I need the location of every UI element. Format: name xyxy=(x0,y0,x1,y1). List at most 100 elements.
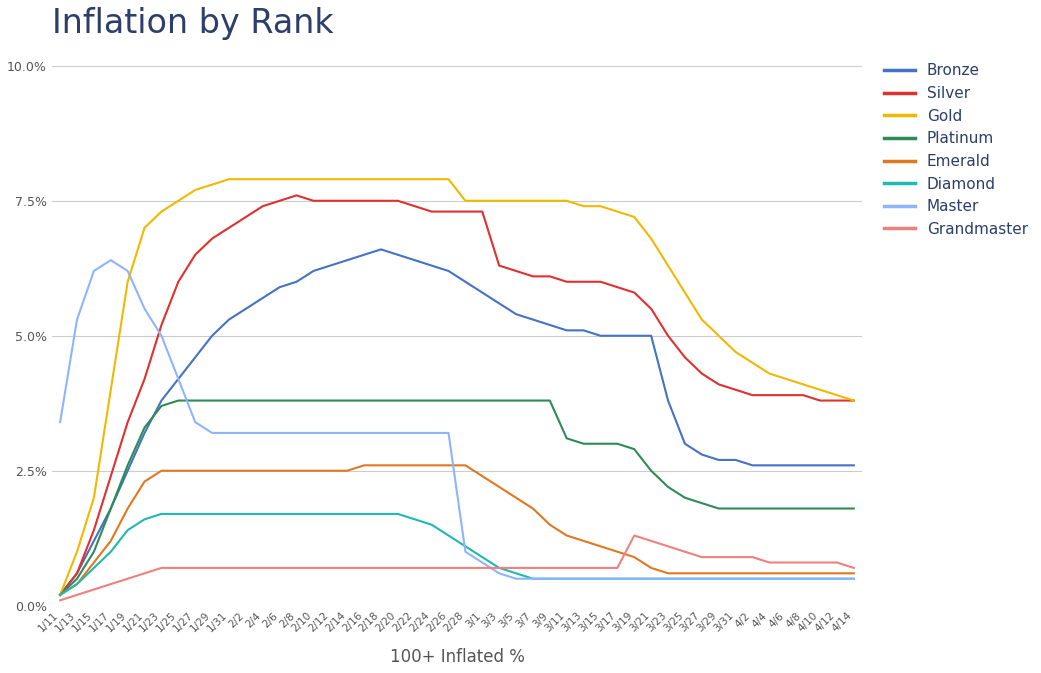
Emerald xyxy=(274,466,286,474)
Emerald xyxy=(104,537,117,545)
Diamond xyxy=(87,564,100,572)
Bronze xyxy=(408,256,421,264)
Emerald xyxy=(307,466,320,474)
Bronze xyxy=(256,294,269,302)
Grandmaster xyxy=(408,564,421,572)
Bronze xyxy=(290,278,303,286)
Master xyxy=(408,429,421,437)
Grandmaster xyxy=(307,564,320,572)
Line: Gold: Gold xyxy=(60,179,854,595)
Emerald xyxy=(712,569,725,577)
Platinum xyxy=(324,396,336,404)
Diamond xyxy=(71,580,83,588)
Silver xyxy=(847,396,860,404)
Emerald xyxy=(54,591,67,599)
Platinum xyxy=(611,439,624,448)
Bronze xyxy=(122,466,134,474)
Platinum xyxy=(426,396,438,404)
Gold xyxy=(780,375,792,383)
Bronze xyxy=(796,461,809,469)
Diamond xyxy=(493,564,506,572)
Bronze xyxy=(358,251,371,259)
Master xyxy=(763,575,776,583)
Platinum xyxy=(54,591,67,599)
Grandmaster xyxy=(662,542,675,551)
Master xyxy=(290,429,303,437)
Bronze xyxy=(746,461,759,469)
Emerald xyxy=(476,472,488,480)
Diamond xyxy=(628,575,640,583)
Bronze xyxy=(155,396,168,404)
Master xyxy=(239,429,252,437)
Master xyxy=(358,429,371,437)
Bronze xyxy=(459,278,472,286)
Bronze xyxy=(324,262,336,270)
Silver xyxy=(746,391,759,399)
Emerald xyxy=(510,494,523,502)
Master xyxy=(644,575,657,583)
Bronze xyxy=(594,332,607,340)
Gold xyxy=(274,175,286,183)
Platinum xyxy=(814,505,827,513)
Grandmaster xyxy=(493,564,506,572)
Bronze xyxy=(476,289,488,297)
Grandmaster xyxy=(578,564,590,572)
Silver xyxy=(662,332,675,340)
Silver xyxy=(510,267,523,275)
Grandmaster xyxy=(560,564,573,572)
Emerald xyxy=(679,569,691,577)
Master xyxy=(780,575,792,583)
Platinum xyxy=(780,505,792,513)
Gold xyxy=(172,197,184,205)
Gold xyxy=(223,175,235,183)
Platinum xyxy=(290,396,303,404)
Platinum xyxy=(206,396,219,404)
Grandmaster xyxy=(459,564,472,572)
Silver xyxy=(426,207,438,215)
Gold xyxy=(628,213,640,221)
Platinum xyxy=(358,396,371,404)
Gold xyxy=(847,396,860,404)
Platinum xyxy=(796,505,809,513)
Bronze xyxy=(578,326,590,334)
Line: Emerald: Emerald xyxy=(60,465,854,595)
Master xyxy=(628,575,640,583)
Silver xyxy=(644,305,657,313)
Gold xyxy=(155,207,168,215)
Line: Grandmaster: Grandmaster xyxy=(60,536,854,600)
Gold xyxy=(426,175,438,183)
Silver xyxy=(543,273,556,281)
Emerald xyxy=(780,569,792,577)
Bronze xyxy=(611,332,624,340)
Platinum xyxy=(87,548,100,556)
Grandmaster xyxy=(122,575,134,583)
Diamond xyxy=(324,510,336,518)
Legend: Bronze, Silver, Gold, Platinum, Emerald, Diamond, Master, Grandmaster: Bronze, Silver, Gold, Platinum, Emerald,… xyxy=(878,57,1034,243)
Gold xyxy=(814,386,827,394)
Master xyxy=(679,575,691,583)
Master xyxy=(543,575,556,583)
Bronze xyxy=(71,569,83,577)
Platinum xyxy=(341,396,354,404)
Diamond xyxy=(831,575,843,583)
Emerald xyxy=(189,466,202,474)
Grandmaster xyxy=(628,532,640,540)
Grandmaster xyxy=(476,564,488,572)
Silver xyxy=(493,262,506,270)
Grandmaster xyxy=(71,591,83,599)
Diamond xyxy=(560,575,573,583)
Emerald xyxy=(442,461,455,469)
Platinum xyxy=(104,505,117,513)
Silver xyxy=(391,197,404,205)
Master xyxy=(341,429,354,437)
Gold xyxy=(358,175,371,183)
Silver xyxy=(780,391,792,399)
Master xyxy=(307,429,320,437)
Emerald xyxy=(796,569,809,577)
Grandmaster xyxy=(104,580,117,588)
Grandmaster xyxy=(87,586,100,594)
Emerald xyxy=(644,564,657,572)
Diamond xyxy=(408,516,421,524)
Grandmaster xyxy=(358,564,371,572)
Grandmaster xyxy=(239,564,252,572)
